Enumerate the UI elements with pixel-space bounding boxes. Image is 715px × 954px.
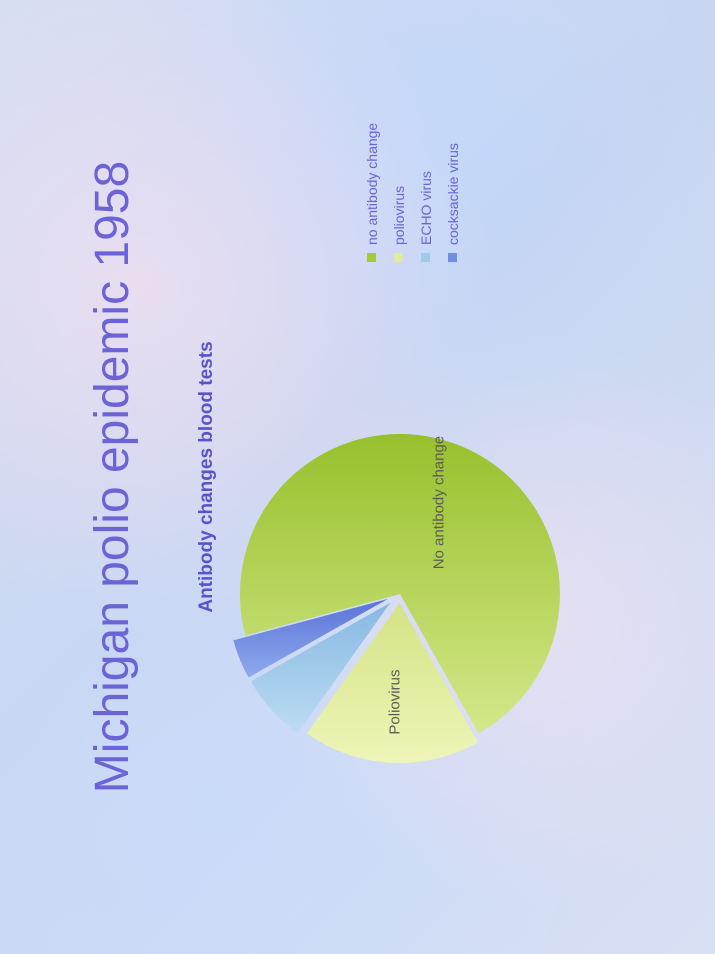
- slice-data-label: No antibody change: [430, 436, 447, 569]
- chart-subtitle: Antibody changes blood tests: [196, 341, 217, 612]
- legend-swatch: [421, 253, 430, 262]
- slide-title: Michigan polio epidemic 1958: [86, 161, 139, 793]
- pie-slice-echo-virus: [250, 602, 391, 734]
- pie-slice-labels: No antibody change Poliovirus: [386, 436, 447, 735]
- legend-swatch: [394, 253, 403, 262]
- legend-entry-label: ECHO virus: [418, 171, 434, 245]
- legend-entry-label: no antibody change: [364, 123, 380, 245]
- legend-swatch: [367, 253, 376, 262]
- pie-slices: [233, 434, 560, 763]
- pie-slice-no-antibody-change: [240, 434, 560, 734]
- pie-slice-cocksackie-virus: [233, 598, 388, 678]
- slice-data-label: Poliovirus: [386, 670, 403, 735]
- legend-swatch: [448, 253, 457, 262]
- chart-legend: no antibody change poliovirus ECHO virus co…: [364, 123, 461, 262]
- pie-slice-poliovirus: [306, 602, 479, 763]
- legend-entry-label: poliovirus: [391, 186, 407, 245]
- legend-entry-label: cocksackie virus: [445, 143, 461, 245]
